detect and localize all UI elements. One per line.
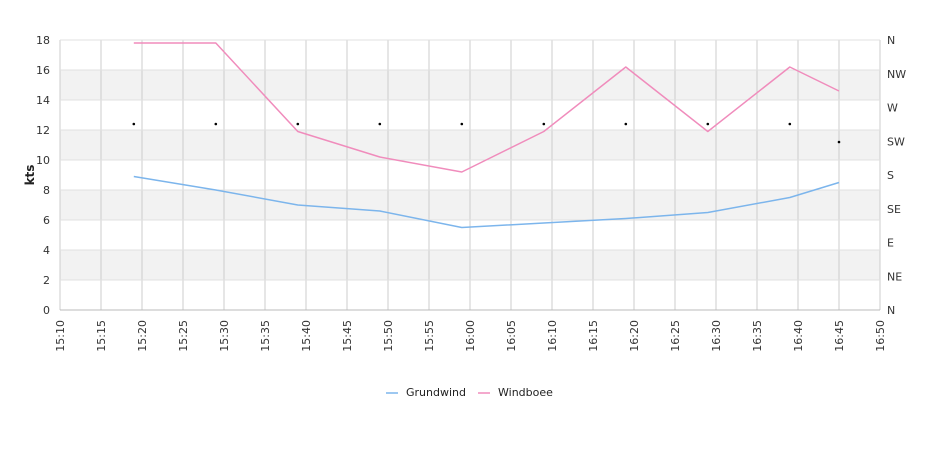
y2-tick-label: NW xyxy=(887,68,906,81)
y-tick-label: 18 xyxy=(36,34,50,47)
direction-point xyxy=(378,122,382,126)
x-tick-label: 16:40 xyxy=(792,320,805,352)
x-tick-label: 16:15 xyxy=(587,320,600,352)
y2-tick-label: SW xyxy=(887,135,905,148)
y-tick-label: 6 xyxy=(43,214,50,227)
y2-tick-label: N xyxy=(887,34,895,47)
x-tick-label: 16:20 xyxy=(628,320,641,352)
x-tick-label: 16:30 xyxy=(710,320,723,352)
direction-point xyxy=(624,122,628,126)
y2-tick-label: N xyxy=(887,304,895,317)
direction-point xyxy=(706,122,710,126)
x-tick-label: 15:50 xyxy=(382,320,395,352)
direction-point xyxy=(132,122,136,126)
y-tick-label: 0 xyxy=(43,304,50,317)
y-tick-label: 16 xyxy=(36,64,50,77)
x-tick-label: 16:25 xyxy=(669,320,682,352)
direction-point xyxy=(296,122,300,126)
x-tick-label: 15:40 xyxy=(300,320,313,352)
y-tick-label: 14 xyxy=(36,94,50,107)
y-tick-label: 10 xyxy=(36,154,50,167)
series-line-grundwind xyxy=(133,175,840,229)
direction-point xyxy=(214,122,218,126)
x-tick-label: 15:45 xyxy=(341,320,354,352)
x-tick-label: 15:20 xyxy=(136,320,149,352)
x-tick-label: 15:35 xyxy=(259,320,272,352)
x-tick-label: 15:30 xyxy=(218,320,231,352)
legend-label: Grundwind xyxy=(406,386,466,399)
x-tick-label: 16:45 xyxy=(833,320,846,352)
direction-point xyxy=(460,122,464,126)
y2-tick-label: E xyxy=(887,237,894,250)
y2-tick-label: S xyxy=(887,169,894,182)
y-tick-label: 4 xyxy=(43,244,50,257)
x-tick-label: 15:10 xyxy=(54,320,67,352)
series-line-windboee xyxy=(133,42,840,173)
x-tick-label: 16:35 xyxy=(751,320,764,352)
y-tick-label: 2 xyxy=(43,274,50,287)
y-tick-label: 8 xyxy=(43,184,50,197)
y2-tick-label: NE xyxy=(887,270,902,283)
x-tick-label: 16:10 xyxy=(546,320,559,352)
x-tick-label: 15:25 xyxy=(177,320,190,352)
x-tick-label: 15:55 xyxy=(423,320,436,352)
y2-tick-label: W xyxy=(887,102,898,115)
x-tick-label: 16:50 xyxy=(874,320,887,352)
x-tick-label: 16:00 xyxy=(464,320,477,352)
y2-tick-label: SE xyxy=(887,203,901,216)
y-axis-title: kts xyxy=(23,165,37,186)
direction-point xyxy=(788,122,792,126)
direction-point xyxy=(542,122,546,126)
y-tick-label: 12 xyxy=(36,124,50,137)
legend-label: Windboee xyxy=(498,386,553,399)
x-tick-label: 15:15 xyxy=(95,320,108,352)
direction-point xyxy=(837,140,841,144)
x-tick-label: 16:05 xyxy=(505,320,518,352)
